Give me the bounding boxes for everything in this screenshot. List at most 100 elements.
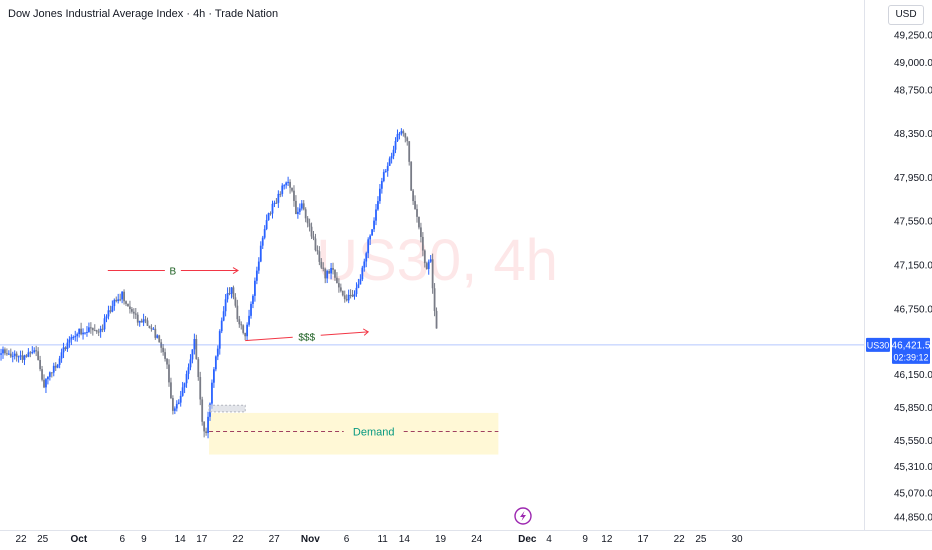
y-tick-label: 47,950.0: [894, 173, 932, 184]
candle: [365, 251, 368, 268]
candle-body: [328, 270, 331, 274]
candle: [119, 293, 122, 302]
candle-body: [339, 287, 342, 291]
candle: [146, 317, 149, 326]
candle-body: [218, 331, 221, 349]
candle-body: [318, 251, 321, 262]
candle-body: [45, 379, 47, 388]
candle: [11, 351, 14, 363]
candle-body: [296, 211, 299, 215]
candle-body: [179, 395, 182, 403]
candle-body: [181, 387, 184, 396]
candle: [60, 348, 63, 363]
candle: [66, 338, 69, 352]
candle-body: [5, 353, 8, 355]
candle-body: [324, 268, 327, 279]
candle: [175, 400, 178, 412]
candle: [213, 367, 215, 388]
y-tick-label: 48,750.0: [894, 85, 932, 96]
candle-body: [250, 303, 252, 316]
candle: [211, 379, 213, 409]
candle: [201, 396, 204, 426]
candle: [173, 406, 176, 415]
candle-body: [29, 352, 32, 354]
candle: [187, 363, 190, 380]
candle-body: [175, 403, 178, 409]
x-tick-label: 9: [582, 534, 588, 545]
candle-body: [15, 353, 18, 357]
candle: [295, 195, 297, 215]
candle-body: [353, 293, 356, 297]
candle: [7, 350, 10, 356]
candle: [402, 129, 405, 137]
candle: [52, 362, 55, 377]
x-tick-label: 22: [232, 534, 244, 545]
candle-body: [341, 290, 344, 296]
candle: [246, 322, 249, 341]
candle: [240, 321, 243, 330]
candle-body: [224, 299, 227, 312]
candle-body: [365, 253, 368, 262]
candle: [410, 161, 413, 191]
candle-body: [269, 213, 272, 215]
candle-body: [400, 131, 403, 134]
candle-body: [295, 200, 297, 215]
candle-body: [99, 328, 102, 332]
candle-body: [13, 353, 16, 356]
candle: [412, 188, 415, 205]
event-lightning-icon[interactable]: [514, 507, 532, 525]
candle: [324, 267, 327, 284]
x-tick-label: 14: [175, 534, 187, 545]
candle-body: [138, 320, 141, 323]
currency-selector[interactable]: USD: [888, 5, 924, 25]
candle-body: [173, 408, 176, 411]
candle: [216, 345, 219, 361]
candle: [150, 324, 153, 332]
candle-body: [160, 342, 163, 348]
x-tick-label: 9: [141, 534, 147, 545]
candle: [296, 207, 299, 219]
candle-body: [156, 335, 159, 338]
candle: [191, 349, 194, 364]
candle: [33, 347, 36, 354]
candle: [130, 306, 133, 314]
candle: [19, 350, 22, 361]
candle-body: [226, 293, 229, 300]
candle-body: [380, 180, 383, 189]
candle: [427, 259, 430, 275]
demand-label: Demand: [353, 427, 395, 439]
candle-body: [271, 203, 274, 214]
candle: [248, 309, 250, 327]
candle: [337, 278, 340, 293]
candle: [193, 333, 196, 355]
candle-body: [355, 287, 358, 294]
candle-body: [154, 328, 157, 338]
candle: [277, 190, 280, 208]
candle-body: [0, 353, 2, 355]
liquidity-line-left: [245, 336, 293, 342]
candle-body: [337, 283, 340, 288]
candle-body: [134, 313, 137, 315]
candle-body: [101, 328, 104, 330]
candle: [111, 300, 114, 313]
candle: [9, 348, 12, 358]
candle: [103, 314, 106, 332]
candle: [314, 233, 317, 252]
candle: [74, 330, 77, 342]
candle-body: [259, 245, 262, 262]
candle: [2, 346, 4, 359]
candle-body: [375, 209, 377, 221]
candle: [312, 230, 315, 241]
x-tick-label: 30: [732, 534, 744, 545]
x-tick-label: 24: [471, 534, 483, 545]
candle: [279, 191, 282, 198]
candle-body: [105, 316, 108, 319]
candle: [179, 390, 182, 407]
candle-body: [144, 319, 147, 321]
candle-body: [244, 332, 247, 337]
candle-body: [283, 185, 286, 187]
candle: [298, 203, 301, 215]
candle: [15, 351, 18, 362]
candle-body: [248, 315, 250, 325]
